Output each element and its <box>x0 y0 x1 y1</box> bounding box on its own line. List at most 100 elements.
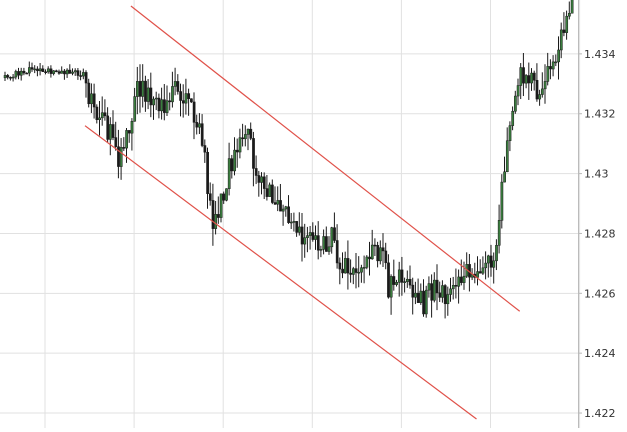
candle <box>179 83 182 117</box>
candle <box>211 183 215 246</box>
candle <box>379 240 382 265</box>
candle <box>330 226 334 254</box>
candle <box>235 138 239 168</box>
candle <box>244 125 247 147</box>
candle <box>190 98 193 103</box>
candle <box>181 84 185 118</box>
candle <box>424 285 428 318</box>
candle <box>257 170 261 197</box>
candle <box>25 72 29 75</box>
candle <box>279 183 282 212</box>
candle <box>360 264 363 283</box>
candle <box>76 68 80 80</box>
grid-layer <box>0 0 581 428</box>
candle <box>79 70 83 81</box>
candle <box>338 257 342 285</box>
candle <box>522 52 525 97</box>
y-tick-label: 1.434 <box>584 48 616 61</box>
candle <box>276 186 280 212</box>
candle <box>519 63 523 100</box>
candle <box>395 279 398 287</box>
candle <box>416 278 420 303</box>
candle <box>284 205 288 217</box>
candle <box>495 239 498 271</box>
candle <box>549 59 552 80</box>
candle <box>357 256 361 288</box>
candle <box>111 110 115 141</box>
candle <box>11 74 15 82</box>
candle <box>187 88 191 116</box>
candle <box>168 92 172 111</box>
candle <box>19 67 23 81</box>
candle <box>41 65 45 73</box>
y-tick-label: 1.428 <box>584 227 616 240</box>
candle <box>362 255 366 284</box>
candle <box>438 281 442 303</box>
candle <box>314 225 317 250</box>
candle <box>273 186 277 205</box>
candle <box>138 64 142 113</box>
candle <box>559 22 563 59</box>
candle <box>6 73 10 80</box>
candle <box>252 131 255 187</box>
candle <box>546 52 550 86</box>
candle <box>22 67 26 76</box>
candle <box>222 191 226 204</box>
candle <box>568 1 571 20</box>
candle <box>46 66 50 74</box>
candle <box>419 283 423 305</box>
candle <box>460 259 463 286</box>
candle <box>487 254 490 278</box>
candle <box>373 238 377 257</box>
candle <box>454 268 458 299</box>
candle <box>157 93 161 119</box>
candle <box>100 96 104 126</box>
price-axis: 1.434 1.432 1.43 1.428 1.426 1.424 1.422 <box>578 0 616 428</box>
candle <box>233 137 236 176</box>
candle <box>217 196 220 224</box>
candle <box>119 138 123 180</box>
candle <box>206 147 209 209</box>
candle <box>300 213 304 262</box>
candle <box>28 61 31 77</box>
candle <box>551 55 555 77</box>
candle <box>325 226 328 252</box>
candle <box>249 122 253 141</box>
candle <box>543 64 547 104</box>
candle <box>530 68 533 91</box>
candle <box>73 68 77 76</box>
candle <box>392 259 396 291</box>
candle <box>435 264 439 311</box>
candle <box>441 280 444 303</box>
candle <box>389 274 393 315</box>
candle <box>433 272 436 303</box>
candle <box>343 251 347 274</box>
candle <box>365 255 369 270</box>
candle <box>308 225 312 250</box>
candle <box>133 87 137 122</box>
candle <box>570 0 574 14</box>
candle <box>30 62 34 72</box>
candle <box>368 241 371 276</box>
candle <box>527 62 531 100</box>
candle <box>238 128 242 159</box>
channel-line-lower <box>84 125 477 420</box>
candle <box>400 256 404 296</box>
candle <box>265 175 269 201</box>
candle <box>287 195 290 224</box>
candle <box>95 104 99 124</box>
channel-line-upper <box>130 5 521 312</box>
candle <box>254 155 258 185</box>
candle <box>165 85 169 117</box>
y-tick-label: 1.422 <box>584 407 616 420</box>
candle <box>354 253 358 289</box>
candle <box>9 76 12 81</box>
candle <box>281 204 285 226</box>
candle <box>57 69 61 75</box>
candle <box>117 129 120 179</box>
candle <box>484 251 488 280</box>
candle <box>271 179 274 205</box>
candle <box>341 252 344 279</box>
candle <box>289 212 293 230</box>
candle <box>500 174 504 229</box>
